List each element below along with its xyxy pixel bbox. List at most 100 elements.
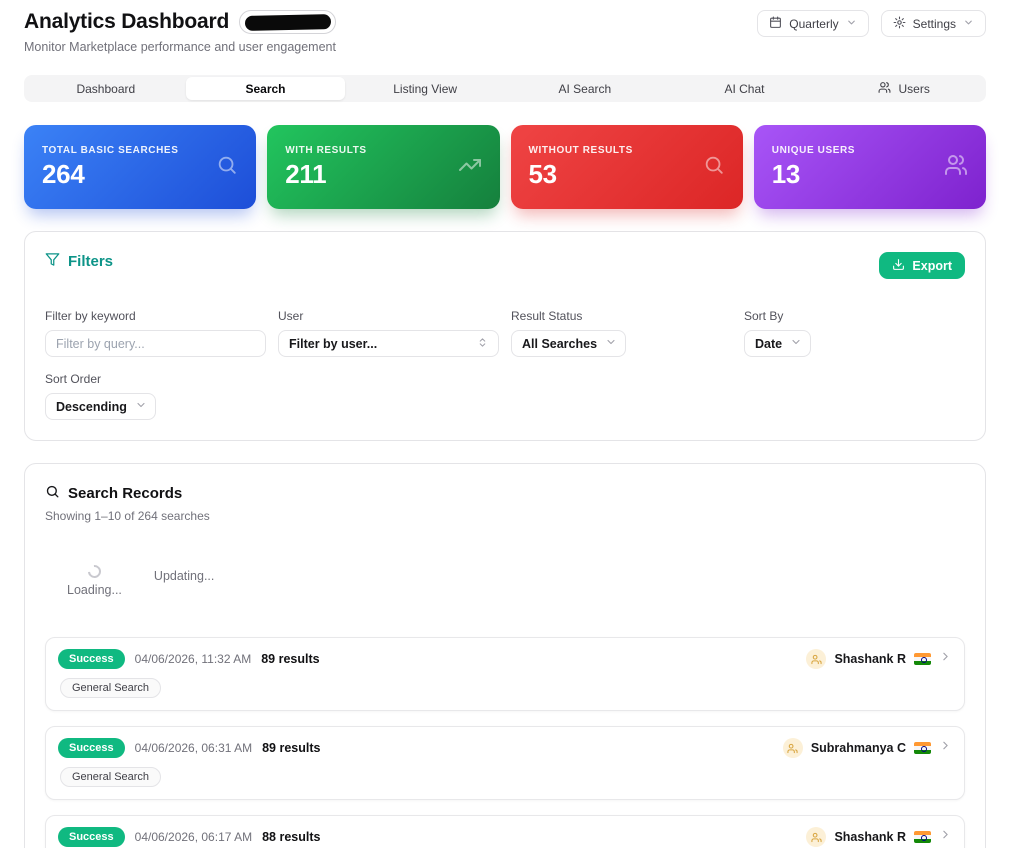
stat-cards: TOTAL BASIC SEARCHES 264 WITH RESULTS 21… bbox=[24, 125, 986, 209]
trending-up-icon bbox=[458, 153, 482, 182]
search-icon bbox=[703, 154, 725, 181]
stat-value: 211 bbox=[285, 158, 327, 189]
record-user-block: Shashank R bbox=[806, 649, 952, 669]
sort-by-label: Sort By bbox=[744, 309, 784, 323]
sort-by-field-group: Sort By Date bbox=[744, 309, 965, 357]
chevron-down-icon bbox=[605, 336, 617, 351]
tab-dashboard[interactable]: Dashboard bbox=[26, 77, 186, 100]
record-row-main: Success 04/06/2026, 06:17 AM 88 results … bbox=[58, 827, 952, 847]
chevron-right-icon bbox=[939, 739, 952, 757]
spinner-icon bbox=[85, 562, 104, 581]
stat-text: WITHOUT RESULTS 53 bbox=[529, 145, 633, 190]
tab-label: AI Search bbox=[558, 81, 612, 96]
redaction-ink bbox=[244, 13, 331, 31]
stat-label: TOTAL BASIC SEARCHES bbox=[42, 144, 179, 156]
header-left: Analytics Dashboard Monitor Marketplace … bbox=[24, 10, 337, 54]
users-icon bbox=[944, 153, 968, 182]
result-status-select[interactable]: All Searches bbox=[511, 330, 627, 357]
stat-value: 264 bbox=[42, 158, 85, 189]
stat-card-without-results: WITHOUT RESULTS 53 bbox=[510, 125, 743, 209]
user-avatar-icon bbox=[806, 649, 827, 669]
tab-listing-view[interactable]: Listing View bbox=[345, 77, 505, 100]
user-field-group: User Filter by user... bbox=[278, 309, 499, 357]
tab-ai-chat[interactable]: AI Chat bbox=[665, 77, 825, 100]
stat-card-with-results: WITH RESULTS 211 bbox=[267, 125, 500, 209]
record-row[interactable]: Success 04/06/2026, 06:17 AM 88 results … bbox=[45, 815, 965, 848]
filters-title: Filters bbox=[45, 252, 113, 271]
user-label: User bbox=[278, 309, 304, 323]
record-list: Success 04/06/2026, 11:32 AM 89 results … bbox=[45, 637, 965, 848]
chevron-down-icon bbox=[963, 17, 974, 31]
keyword-input[interactable] bbox=[56, 336, 255, 351]
loading-block: Loading... bbox=[67, 562, 122, 597]
header-actions: Quarterly Settings bbox=[757, 10, 986, 37]
page-subtitle: Monitor Marketplace performance and user… bbox=[24, 40, 336, 54]
loading-indicator: Loading... Updating... bbox=[67, 562, 965, 597]
chevron-right-icon bbox=[939, 650, 952, 668]
record-user-name: Shashank R bbox=[834, 652, 906, 666]
gear-icon bbox=[893, 16, 906, 32]
stat-text: WITH RESULTS 211 bbox=[285, 145, 366, 190]
filters-header: Filters Export bbox=[45, 252, 965, 279]
record-user-name: Subrahmanya C bbox=[810, 741, 906, 755]
record-row[interactable]: Success 04/06/2026, 11:32 AM 89 results … bbox=[45, 637, 965, 711]
sort-order-field-group: Sort Order Descending bbox=[45, 372, 266, 420]
tab-search[interactable]: Search bbox=[185, 77, 346, 100]
stat-card-unique-users: UNIQUE USERS 13 bbox=[753, 125, 986, 209]
chevron-down-icon bbox=[135, 399, 147, 414]
calendar-icon bbox=[769, 16, 782, 32]
result-status-label: Result Status bbox=[511, 309, 583, 323]
sort-by-value: Date bbox=[755, 336, 783, 351]
export-button[interactable]: Export bbox=[879, 252, 965, 279]
tab-users[interactable]: Users bbox=[824, 77, 984, 100]
sort-by-select[interactable]: Date bbox=[744, 330, 812, 357]
keyword-input-wrap bbox=[45, 330, 266, 357]
filters-title-label: Filters bbox=[68, 253, 114, 270]
stat-label: WITHOUT RESULTS bbox=[528, 144, 633, 156]
record-user-block: Subrahmanya C bbox=[782, 738, 952, 758]
tab-label: Listing View bbox=[393, 81, 458, 96]
tab-label: Dashboard bbox=[76, 81, 136, 96]
settings-label: Settings bbox=[912, 16, 956, 31]
tab-ai-search[interactable]: AI Search bbox=[505, 77, 665, 100]
status-badge: Success bbox=[58, 827, 125, 847]
sort-order-value: Descending bbox=[56, 399, 127, 414]
sort-order-select[interactable]: Descending bbox=[45, 393, 156, 420]
updating-label: Updating... bbox=[153, 569, 215, 583]
users-icon bbox=[878, 81, 891, 97]
tab-label: Users bbox=[898, 81, 930, 96]
chevron-down-icon bbox=[790, 336, 802, 351]
record-row-main: Success 04/06/2026, 11:32 AM 89 results … bbox=[58, 649, 952, 669]
record-row[interactable]: Success 04/06/2026, 06:31 AM 89 results … bbox=[45, 726, 965, 800]
record-user-block: Shashank R bbox=[806, 827, 952, 847]
stat-text: UNIQUE USERS 13 bbox=[772, 145, 855, 190]
status-badge: Success bbox=[58, 649, 125, 669]
record-results: 89 results bbox=[262, 741, 321, 755]
india-flag-icon bbox=[914, 831, 931, 843]
search-icon bbox=[216, 154, 238, 181]
redacted-badge bbox=[239, 10, 337, 34]
stat-value: 13 bbox=[771, 158, 801, 189]
records-subtitle: Showing 1–10 of 264 searches bbox=[45, 509, 210, 523]
records-title-label: Search Records bbox=[68, 485, 183, 502]
result-status-field-group: Result Status All Searches bbox=[511, 309, 732, 357]
period-dropdown[interactable]: Quarterly bbox=[757, 10, 869, 37]
record-category-badge: General Search bbox=[60, 767, 162, 787]
filters-panel: Filters Export Filter by keyword User Fi… bbox=[24, 231, 986, 441]
stat-text: TOTAL BASIC SEARCHES 264 bbox=[42, 145, 178, 190]
page-title: Analytics Dashboard bbox=[24, 10, 230, 33]
user-select[interactable]: Filter by user... bbox=[278, 330, 499, 357]
stat-value: 53 bbox=[528, 158, 558, 189]
chevron-right-icon bbox=[939, 828, 952, 846]
record-row-main: Success 04/06/2026, 06:31 AM 89 results … bbox=[58, 738, 952, 758]
stat-label: UNIQUE USERS bbox=[771, 144, 856, 156]
stat-card-total-basic-searches: TOTAL BASIC SEARCHES 264 bbox=[24, 125, 257, 209]
status-badge: Success bbox=[58, 738, 125, 758]
chevrons-up-down-icon bbox=[477, 337, 488, 351]
india-flag-icon bbox=[914, 742, 931, 754]
loading-label: Loading... bbox=[67, 583, 122, 597]
period-label: Quarterly bbox=[789, 16, 839, 31]
settings-dropdown[interactable]: Settings bbox=[880, 10, 986, 37]
keyword-field-group: Filter by keyword bbox=[45, 309, 266, 357]
